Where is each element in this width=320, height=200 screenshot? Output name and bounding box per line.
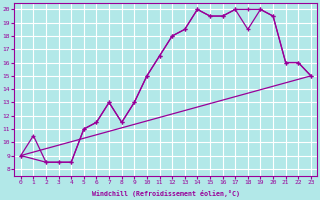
- X-axis label: Windchill (Refroidissement éolien,°C): Windchill (Refroidissement éolien,°C): [92, 190, 240, 197]
